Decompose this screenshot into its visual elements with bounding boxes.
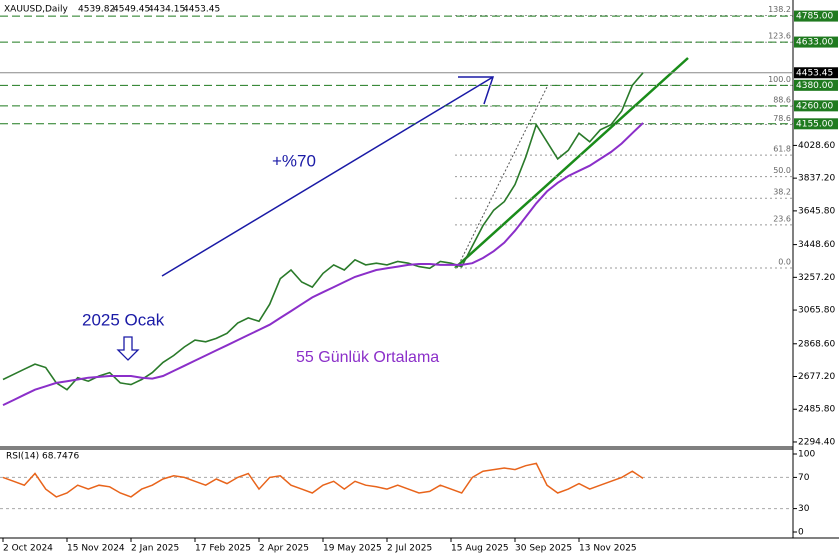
x-tick-label: 13 Nov 2025 bbox=[579, 544, 637, 554]
y-tick-label: 100 bbox=[798, 450, 815, 460]
fib-label: 61.8 bbox=[773, 145, 791, 154]
price-level-label: 4260.00 bbox=[796, 101, 833, 111]
trend-line bbox=[454, 57, 689, 269]
price-level-box bbox=[794, 100, 838, 112]
price-level-label: 4155.00 bbox=[796, 119, 833, 129]
rsi-value: 68.7476 bbox=[42, 452, 79, 462]
fib-label: 123.6 bbox=[768, 32, 791, 41]
annotation: 55 Günlük Ortalama bbox=[296, 349, 439, 366]
y-tick-label: 70 bbox=[798, 473, 810, 483]
ohlc-value: 4549.45 bbox=[113, 5, 150, 15]
y-tick-label: 3645.80 bbox=[798, 206, 835, 216]
y-tick-label: 3837.20 bbox=[798, 174, 835, 184]
x-tick-label: 17 Feb 2025 bbox=[195, 544, 251, 554]
fib-label: 138.2 bbox=[768, 5, 791, 14]
y-tick-label: 2485.80 bbox=[798, 405, 835, 415]
y-tick-label: 0 bbox=[798, 528, 804, 538]
ohlc-value: 4539.82 bbox=[78, 5, 115, 15]
x-tick-label: 2 Apr 2025 bbox=[259, 544, 309, 554]
fib-label: 88.6 bbox=[773, 96, 791, 105]
rsi-title: RSI(14) bbox=[6, 452, 39, 462]
arrow-line bbox=[161, 76, 494, 277]
fib-label: 38.2 bbox=[773, 188, 791, 197]
fib-label: 50.0 bbox=[773, 166, 791, 175]
y-tick-label: 3257.20 bbox=[798, 273, 835, 283]
fib-label: 23.6 bbox=[773, 214, 791, 223]
arrow-head bbox=[458, 76, 495, 105]
price-level-label: 4453.45 bbox=[796, 68, 833, 78]
ohlc-value: 4453.45 bbox=[183, 5, 220, 15]
annotation: 2025 Ocak bbox=[82, 310, 165, 329]
y-tick-label: 3448.60 bbox=[798, 240, 835, 250]
x-tick-label: 30 Sep 2025 bbox=[515, 544, 572, 554]
ohlc-value: 4434.15 bbox=[148, 5, 185, 15]
series-line bbox=[2, 72, 644, 391]
price-level-label: 4785.00 bbox=[796, 12, 833, 22]
annotation: +%70 bbox=[272, 151, 316, 170]
y-tick-label: 30 bbox=[798, 504, 810, 514]
x-tick-label: 2 Oct 2024 bbox=[3, 544, 53, 554]
x-tick-label: 2 Jul 2025 bbox=[387, 544, 432, 554]
price-level-label: 4380.00 bbox=[796, 81, 833, 91]
price-level-box bbox=[794, 10, 838, 22]
y-tick-label: 2294.40 bbox=[798, 437, 835, 447]
y-tick-label: 2868.60 bbox=[798, 339, 835, 349]
x-tick-label: 15 Nov 2024 bbox=[67, 544, 125, 554]
price-level-box bbox=[794, 67, 838, 79]
y-tick-label: 4028.60 bbox=[798, 141, 835, 151]
x-tick-label: 2 Jan 2025 bbox=[131, 544, 179, 554]
series-line bbox=[2, 122, 644, 407]
fib-label: 0.0 bbox=[778, 257, 791, 266]
price-level-box bbox=[794, 79, 838, 91]
x-tick-label: 19 May 2025 bbox=[323, 544, 382, 554]
y-tick-label: 3065.80 bbox=[798, 306, 835, 316]
x-tick-label: 15 Aug 2025 bbox=[451, 544, 509, 554]
y-tick-label: 2677.20 bbox=[798, 372, 835, 382]
series-line bbox=[2, 462, 644, 498]
fib-label: 78.6 bbox=[773, 114, 791, 123]
down-arrow bbox=[116, 336, 140, 361]
price-level-box bbox=[794, 36, 838, 48]
price-level-box bbox=[794, 118, 838, 130]
price-level-label: 4633.00 bbox=[796, 38, 833, 48]
symbol-title: XAUUSD,Daily bbox=[4, 5, 68, 15]
fib-label: 100.0 bbox=[768, 75, 791, 84]
